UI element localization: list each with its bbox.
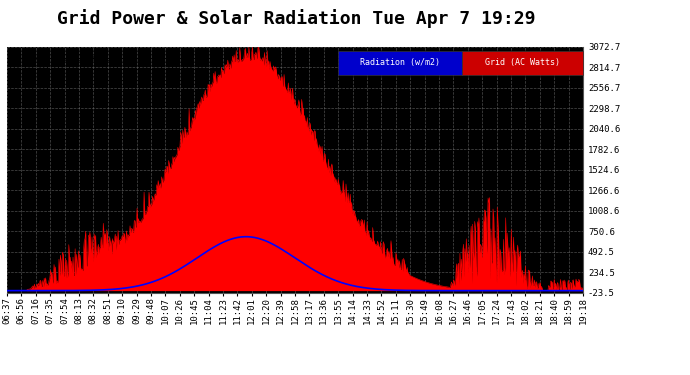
Text: Grid (AC Watts): Grid (AC Watts) <box>485 58 560 68</box>
Text: Copyright 2020 Cctronics.com: Copyright 2020 Cctronics.com <box>8 54 137 63</box>
FancyBboxPatch shape <box>462 51 583 75</box>
FancyBboxPatch shape <box>338 51 462 75</box>
Text: Grid Power & Solar Radiation Tue Apr 7 19:29: Grid Power & Solar Radiation Tue Apr 7 1… <box>57 9 536 28</box>
Text: Radiation (w/m2): Radiation (w/m2) <box>360 58 440 68</box>
